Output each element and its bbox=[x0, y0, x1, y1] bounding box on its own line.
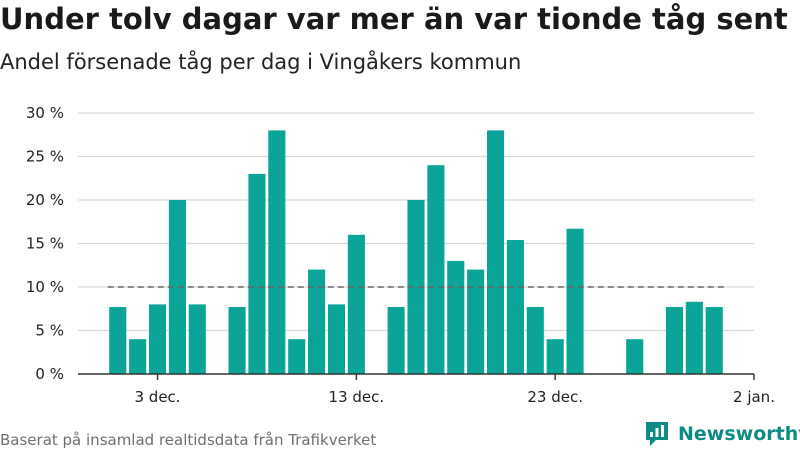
x-axis bbox=[78, 373, 755, 380]
bar bbox=[327, 304, 346, 374]
bars bbox=[109, 130, 723, 374]
bar bbox=[447, 260, 465, 374]
bar-chart: 0 % 5 % 10 % 15 % 20 % 25 % 30 % 3 dec. 13 dec.… bbox=[26, 104, 775, 406]
bar bbox=[148, 304, 167, 374]
bar-chart-logo-icon bbox=[646, 422, 668, 446]
bar bbox=[387, 307, 405, 374]
bar bbox=[168, 200, 186, 374]
bar bbox=[248, 173, 266, 374]
x-tick-label: 23 dec. bbox=[527, 388, 583, 406]
bar bbox=[566, 228, 584, 374]
y-tick-label: 15 % bbox=[26, 235, 64, 253]
bar bbox=[228, 307, 246, 374]
bar bbox=[268, 130, 286, 374]
y-tick-label: 20 % bbox=[26, 191, 64, 209]
bar bbox=[188, 304, 206, 374]
y-tick-label: 25 % bbox=[26, 148, 64, 166]
bar bbox=[288, 339, 306, 374]
bar bbox=[467, 269, 485, 374]
bar bbox=[685, 301, 703, 374]
brand-logo[interactable]: Newsworthy bbox=[644, 420, 800, 448]
y-tick-label: 10 % bbox=[26, 278, 64, 296]
chart-subtitle: Andel försenade tåg per dag i Vingåkers … bbox=[0, 50, 522, 74]
bar bbox=[506, 240, 524, 374]
bar bbox=[109, 307, 127, 374]
bar bbox=[407, 200, 425, 374]
bar bbox=[526, 307, 544, 374]
brand-name: Newsworthy bbox=[678, 423, 800, 445]
chart-title: Under tolv dagar var mer än var tionde t… bbox=[0, 2, 788, 36]
x-axis-labels: 3 dec. 13 dec. 23 dec. 2 jan. bbox=[134, 388, 774, 406]
x-tick-label: 3 dec. bbox=[134, 388, 180, 406]
source-note: Baserat på insamlad realtidsdata från Tr… bbox=[0, 431, 377, 449]
y-tick-label: 30 % bbox=[26, 104, 64, 122]
bar bbox=[665, 307, 684, 374]
bar bbox=[486, 130, 505, 374]
bar bbox=[427, 165, 445, 374]
bar bbox=[129, 339, 147, 374]
bar bbox=[347, 234, 365, 374]
x-tick-label: 13 dec. bbox=[329, 388, 385, 406]
y-axis-labels: 0 % 5 % 10 % 15 % 20 % 25 % 30 % bbox=[26, 104, 64, 383]
bar bbox=[705, 307, 723, 374]
y-tick-label: 0 % bbox=[35, 365, 64, 383]
bar bbox=[308, 269, 326, 374]
y-tick-label: 5 % bbox=[35, 322, 64, 340]
bar bbox=[626, 339, 644, 374]
bar bbox=[546, 339, 564, 374]
x-tick-label: 2 jan. bbox=[733, 388, 775, 406]
